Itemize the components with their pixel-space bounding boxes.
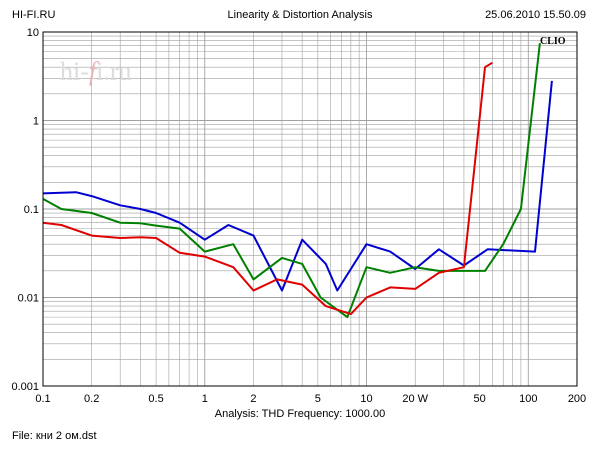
x-tick-label: 1 bbox=[202, 393, 208, 405]
y-tick-label: 0.01 bbox=[18, 293, 39, 305]
y-tick-label: 10 bbox=[27, 27, 39, 39]
y-tick-label: 0.1 bbox=[24, 204, 39, 216]
x-tick-label: 0.1 bbox=[35, 393, 50, 405]
series-line-blue bbox=[42, 80, 553, 292]
tick-labels: 0.1 0.2 0.5 1 2 5 10 20 W 50 100 200 10 1 0.1 0.01 0.00… bbox=[11, 27, 586, 405]
x-tick-label: 0.2 bbox=[84, 393, 99, 405]
analysis-info: Analysis: THD Frequency: 1000.00 bbox=[214, 408, 386, 420]
x-tick-label: 5 bbox=[315, 393, 321, 405]
grid bbox=[43, 32, 577, 386]
x-tick-label: 100 bbox=[519, 393, 537, 405]
x-tick-label: 2 bbox=[250, 393, 256, 405]
y-tick-label: 0.001 bbox=[11, 381, 39, 393]
hifi-watermark: hi-fi.ru bbox=[60, 57, 132, 86]
x-tick-label: 20 W bbox=[402, 393, 428, 405]
x-tick-label: 50 bbox=[473, 393, 485, 405]
x-tick-label: 10 bbox=[360, 393, 372, 405]
y-tick-label: 1 bbox=[33, 116, 39, 128]
svg-text:hi-fi.ru: hi-fi.ru bbox=[60, 57, 132, 86]
x-tick-label: 200 bbox=[568, 393, 586, 405]
chart-title: Linearity & Distortion Analysis bbox=[227, 9, 373, 21]
series-layer bbox=[42, 42, 553, 319]
series-line-red bbox=[42, 61, 493, 316]
file-name: File: кни 2 ом.dst bbox=[12, 430, 97, 442]
timestamp: 25.06.2010 15.50.09 bbox=[485, 9, 586, 21]
series-line-green bbox=[42, 42, 541, 319]
x-tick-label: 0.5 bbox=[148, 393, 163, 405]
clio-logo: CLIO bbox=[540, 36, 566, 47]
site-name: HI-FI.RU bbox=[12, 9, 56, 21]
plot-frame bbox=[42, 31, 578, 387]
